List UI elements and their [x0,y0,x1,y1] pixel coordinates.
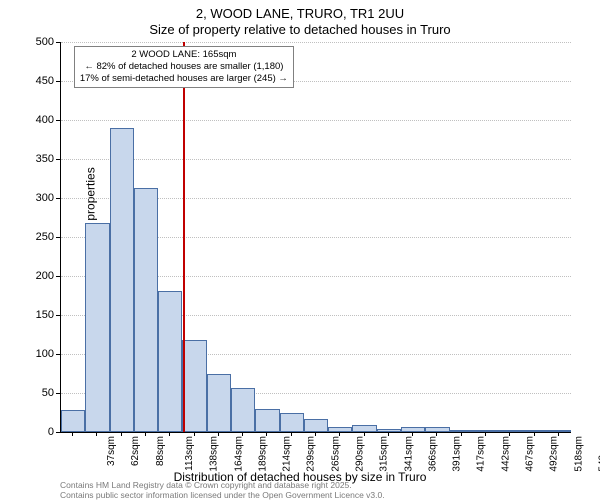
x-tick-label: 467sqm [525,436,536,472]
y-tick-label: 0 [14,426,54,438]
y-tick-label: 350 [14,153,54,165]
annotation-line1: 2 WOOD LANE: 165sqm [80,49,288,61]
x-tick-label: 37sqm [106,436,117,466]
y-tick-label: 50 [14,387,54,399]
y-tick-label: 450 [14,75,54,87]
x-tick-label: 239sqm [306,436,317,472]
histogram-bar [352,425,376,432]
histogram-bar [328,427,352,432]
license-line2: Contains public sector information licen… [60,490,385,500]
x-tick-mark [291,432,292,436]
histogram-bar [280,413,304,432]
annotation-box: 2 WOOD LANE: 165sqm ← 82% of detached ho… [74,46,294,88]
x-tick-label: 341sqm [403,436,414,472]
y-tick-label: 300 [14,192,54,204]
y-tick-label: 150 [14,309,54,321]
x-tick-label: 315sqm [379,436,390,472]
histogram-bar [304,419,328,432]
x-tick-mark [436,432,437,436]
x-tick-mark [169,432,170,436]
x-tick-label: 518sqm [573,436,584,472]
license-line1: Contains HM Land Registry data © Crown c… [60,480,385,490]
chart-container: 2, WOOD LANE, TRURO, TR1 2UU Size of pro… [0,0,600,500]
histogram-bar [231,388,255,432]
histogram-bar [134,188,158,432]
subject-marker-line [183,42,185,432]
y-tick-mark [56,276,60,277]
x-tick-label: 113sqm [184,436,195,471]
histogram-bar [401,427,425,432]
x-tick-mark [485,432,486,436]
histogram-bar [182,340,206,432]
x-tick-mark [534,432,535,436]
x-tick-label: 492sqm [549,436,560,472]
y-tick-mark [56,354,60,355]
x-tick-mark [145,432,146,436]
y-tick-mark [56,81,60,82]
gridline [61,159,571,160]
histogram-bar [61,410,85,432]
histogram-bar [85,223,109,432]
annotation-line3: 17% of semi-detached houses are larger (… [80,73,288,85]
x-tick-label: 164sqm [233,436,244,472]
y-tick-mark [56,120,60,121]
histogram-bar [450,430,474,432]
x-tick-label: 391sqm [452,436,463,472]
x-tick-mark [388,432,389,436]
x-tick-label: 442sqm [500,436,511,472]
plot-area: 2 WOOD LANE: 165sqm ← 82% of detached ho… [60,42,571,433]
x-tick-label: 265sqm [330,436,341,472]
x-tick-mark [364,432,365,436]
x-tick-mark [218,432,219,436]
x-tick-label: 417sqm [476,436,487,472]
y-tick-label: 500 [14,36,54,48]
x-tick-mark [509,432,510,436]
x-tick-label: 189sqm [257,436,268,472]
x-tick-label: 214sqm [282,436,293,472]
annotation-line2: ← 82% of detached houses are smaller (1,… [80,61,288,73]
x-tick-mark [461,432,462,436]
histogram-bar [207,374,231,432]
y-tick-mark [56,315,60,316]
histogram-bar [158,291,182,432]
y-tick-mark [56,393,60,394]
histogram-bar [425,427,449,432]
chart-title-line1: 2, WOOD LANE, TRURO, TR1 2UU [0,6,600,21]
histogram-bar [110,128,134,432]
x-tick-mark [412,432,413,436]
gridline [61,42,571,43]
license-footer: Contains HM Land Registry data © Crown c… [60,480,385,500]
x-tick-label: 290sqm [355,436,366,472]
histogram-bar [522,430,546,432]
chart-title-line2: Size of property relative to detached ho… [0,22,600,37]
x-tick-mark [558,432,559,436]
x-tick-label: 62sqm [130,436,141,466]
histogram-bar [377,429,401,432]
y-tick-mark [56,237,60,238]
y-tick-label: 400 [14,114,54,126]
x-tick-mark [121,432,122,436]
y-tick-mark [56,42,60,43]
histogram-bar [255,409,279,432]
x-tick-label: 366sqm [427,436,438,472]
histogram-bar [547,430,571,432]
x-tick-mark [266,432,267,436]
x-tick-mark [315,432,316,436]
y-tick-label: 250 [14,231,54,243]
y-tick-label: 100 [14,348,54,360]
y-tick-mark [56,198,60,199]
histogram-bar [498,430,522,432]
y-tick-mark [56,432,60,433]
x-tick-label: 138sqm [209,436,220,472]
x-tick-mark [194,432,195,436]
x-tick-mark [242,432,243,436]
y-tick-mark [56,159,60,160]
gridline [61,120,571,121]
y-tick-label: 200 [14,270,54,282]
x-tick-mark [72,432,73,436]
x-tick-mark [339,432,340,436]
x-tick-mark [96,432,97,436]
x-tick-label: 88sqm [155,436,166,466]
